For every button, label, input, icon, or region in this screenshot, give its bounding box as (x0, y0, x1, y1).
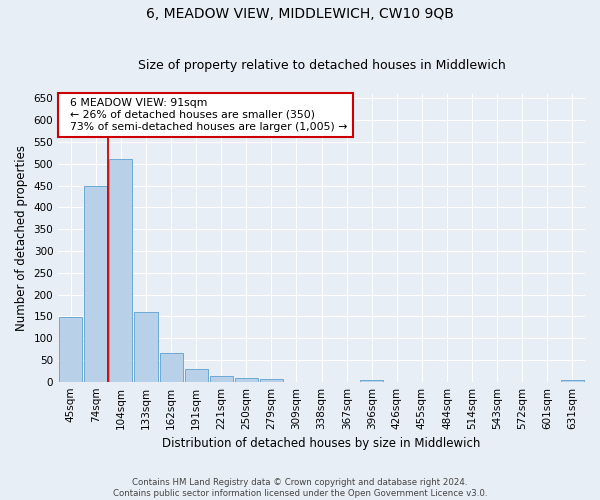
Bar (185, 368, 208, 382)
Bar (109, 160, 133, 382)
Y-axis label: Number of detached properties: Number of detached properties (15, 145, 28, 331)
Text: Contains HM Land Registry data © Crown copyright and database right 2024.
Contai: Contains HM Land Registry data © Crown c… (113, 478, 487, 498)
Bar (134, 312, 158, 382)
Bar (561, 380, 584, 382)
Text: 6, MEADOW VIEW, MIDDLEWICH, CW10 9QB: 6, MEADOW VIEW, MIDDLEWICH, CW10 9QB (146, 8, 454, 22)
Bar (209, 376, 233, 382)
Bar (260, 379, 283, 382)
Bar (59, 317, 82, 382)
Bar (84, 186, 107, 382)
X-axis label: Distribution of detached houses by size in Middlewich: Distribution of detached houses by size … (163, 437, 481, 450)
Bar (160, 354, 182, 382)
Bar (360, 380, 383, 382)
Bar (235, 378, 258, 382)
Text: 6 MEADOW VIEW: 91sqm
  ← 26% of detached houses are smaller (350)
  73% of semi-: 6 MEADOW VIEW: 91sqm ← 26% of detached h… (64, 98, 348, 132)
Title: Size of property relative to detached houses in Middlewich: Size of property relative to detached ho… (138, 59, 505, 72)
